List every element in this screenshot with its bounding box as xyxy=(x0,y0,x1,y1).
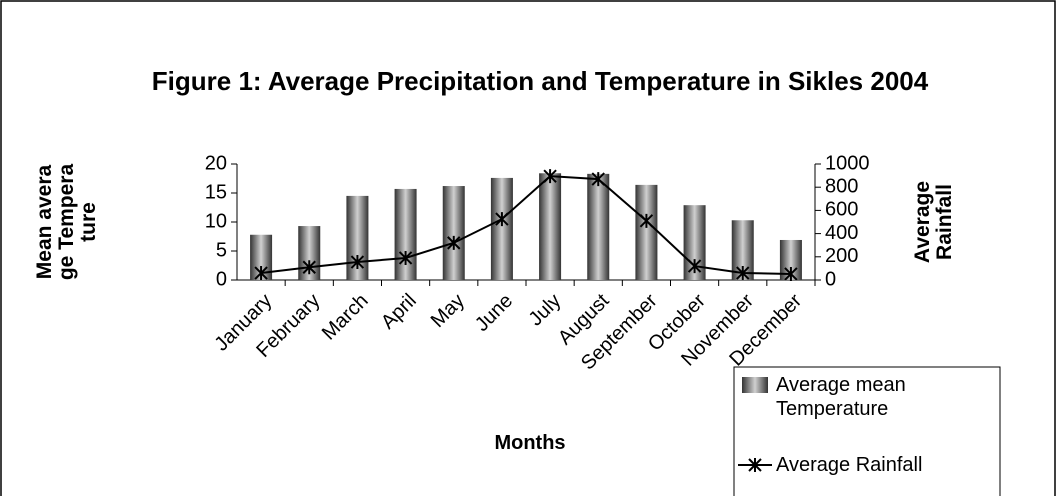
legend-label: Average mean Temperature xyxy=(776,374,906,420)
y-tick-label: 20 xyxy=(205,152,227,174)
y2-tick-label: 400 xyxy=(825,222,858,244)
rainfall-marker xyxy=(302,260,316,275)
bar xyxy=(346,195,369,280)
rainfall-marker xyxy=(736,266,750,281)
rainfall-marker xyxy=(784,266,798,281)
rainfall-line xyxy=(260,175,791,275)
x-axis-label: Months xyxy=(494,432,566,454)
rainfall-marker xyxy=(639,213,654,228)
rainfall-marker xyxy=(447,235,461,250)
x-tick-label: May xyxy=(427,290,469,332)
chart-title: Figure 1: Average Precipitation and Temp… xyxy=(151,66,929,96)
rainfall-marker xyxy=(398,250,413,265)
x-tick-label: April xyxy=(377,290,421,334)
y2-tick-label: 800 xyxy=(825,175,858,197)
bar xyxy=(635,184,658,280)
bar xyxy=(442,186,465,280)
y-tick-label: 15 xyxy=(205,181,227,203)
y-axis-label: Mean average Temperature xyxy=(33,163,100,281)
y2-tick-label: 0 xyxy=(825,268,836,290)
legend-swatch xyxy=(742,377,768,393)
y2-axis-label: Average Rainfall xyxy=(911,180,956,264)
legend-marker xyxy=(748,458,762,472)
bar xyxy=(731,220,754,280)
legend-box xyxy=(733,366,1001,496)
y2-tick-label: 600 xyxy=(825,199,858,221)
rainfall-marker xyxy=(687,259,702,274)
y2-tick-label: 1000 xyxy=(825,152,870,174)
y2-tick-label: 200 xyxy=(825,245,858,267)
bar xyxy=(587,173,610,280)
bar xyxy=(779,239,802,280)
rainfall-marker xyxy=(591,172,605,187)
y-tick-label: 0 xyxy=(216,268,227,290)
bar xyxy=(490,177,513,280)
y-tick-label: 10 xyxy=(205,210,227,232)
rainfall-marker xyxy=(254,266,268,281)
y-tick-label: 5 xyxy=(216,239,227,261)
x-tick-label: June xyxy=(471,290,517,336)
rainfall-marker xyxy=(543,169,557,184)
bar xyxy=(539,173,562,280)
legend-label: Average Rainfall xyxy=(776,454,923,476)
rainfall-marker xyxy=(495,212,509,227)
x-tick-label: March xyxy=(318,290,373,345)
x-tick-label: July xyxy=(525,290,566,331)
rainfall-marker xyxy=(350,255,365,270)
bar xyxy=(394,188,417,280)
